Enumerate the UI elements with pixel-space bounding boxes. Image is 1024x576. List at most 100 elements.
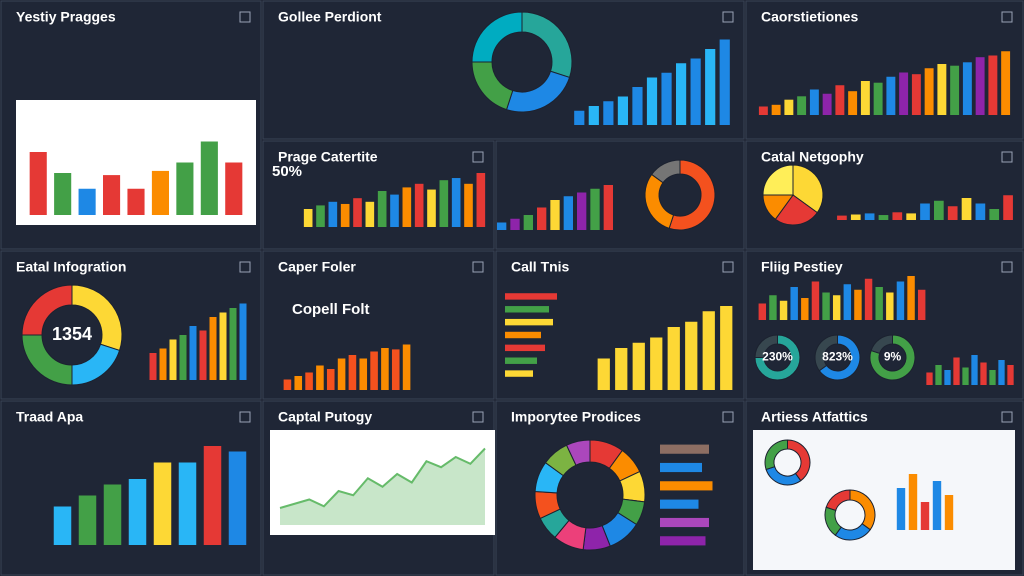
bar [414, 183, 424, 227]
hbar [660, 517, 709, 528]
bar [53, 506, 72, 545]
panel-icon [239, 11, 251, 23]
bar [899, 72, 909, 115]
bar [200, 141, 218, 215]
segment [814, 334, 838, 372]
bar [316, 205, 325, 227]
bar [402, 187, 412, 227]
bar [590, 188, 600, 230]
bar [811, 281, 820, 320]
panel-title: Catal Netgophy [761, 149, 864, 165]
bar [550, 200, 560, 230]
panel-icon [239, 411, 251, 423]
bar [809, 89, 819, 115]
bar [937, 64, 947, 115]
bar [328, 201, 338, 227]
bar [189, 326, 197, 380]
bar [906, 213, 916, 220]
line [279, 447, 486, 509]
bar [864, 278, 873, 320]
bar [685, 321, 698, 390]
panel-icon [722, 11, 734, 23]
bar [353, 198, 362, 227]
bar [176, 162, 194, 215]
panel-icon [1001, 151, 1013, 163]
bar [784, 99, 794, 115]
bar [78, 495, 97, 545]
bar [359, 358, 368, 390]
bar [365, 201, 375, 227]
bar [615, 348, 628, 390]
bar [875, 287, 883, 320]
bar [179, 335, 187, 380]
panel-icon [722, 411, 734, 423]
hbar [505, 293, 557, 300]
bar [935, 365, 942, 385]
hbar [505, 331, 541, 339]
bar [632, 87, 643, 125]
panel-title: Fliig Pestiey [761, 259, 843, 275]
bar [1007, 365, 1014, 385]
hbar [660, 536, 706, 546]
bar [103, 484, 122, 545]
panel-inset [753, 430, 1015, 570]
bar [848, 91, 858, 115]
panel-icon [472, 151, 484, 163]
bar [837, 215, 847, 220]
donut-label: 230% [762, 350, 793, 364]
bar [953, 357, 960, 385]
bar [944, 370, 951, 385]
panel-subtitle: 50% [272, 163, 302, 180]
bar [128, 479, 147, 545]
bar [878, 215, 889, 220]
bar [577, 192, 587, 230]
bar [907, 276, 915, 320]
bar [54, 173, 72, 215]
bar [779, 300, 788, 320]
bar [998, 360, 1005, 385]
bar [835, 85, 845, 115]
hbar [660, 444, 709, 454]
bar [758, 303, 767, 320]
hbar [505, 370, 533, 377]
panel [262, 250, 495, 400]
hbar [505, 318, 553, 326]
bar [661, 72, 672, 125]
bar [705, 49, 716, 125]
segment [754, 334, 778, 358]
bar [209, 317, 217, 380]
bar [719, 39, 730, 125]
bar [476, 173, 486, 227]
segment [762, 164, 794, 196]
bar [381, 348, 389, 390]
bar [850, 214, 861, 220]
hbar [660, 481, 713, 491]
bar [588, 106, 599, 125]
bar [103, 175, 121, 215]
bar [283, 379, 292, 390]
bar [597, 358, 610, 390]
bar [451, 178, 461, 227]
bar [370, 351, 378, 390]
bar [497, 222, 507, 230]
segment [869, 334, 916, 381]
bar [391, 349, 400, 390]
bar [574, 110, 585, 125]
panel-icon [239, 261, 251, 273]
bar [149, 353, 157, 380]
bar [911, 74, 921, 115]
bar [348, 355, 357, 390]
bar [337, 358, 346, 390]
panel-title: Call Tnis [511, 259, 570, 275]
panel-icon [472, 411, 484, 423]
bar [988, 55, 998, 115]
bar [932, 481, 942, 530]
hbar [660, 499, 699, 509]
bar [854, 289, 862, 320]
bar [203, 446, 222, 545]
panel-icon [1001, 411, 1013, 423]
bar [896, 281, 905, 320]
panel-title: Eatal Infogration [16, 259, 126, 275]
bar [178, 462, 197, 545]
bar [402, 344, 411, 390]
